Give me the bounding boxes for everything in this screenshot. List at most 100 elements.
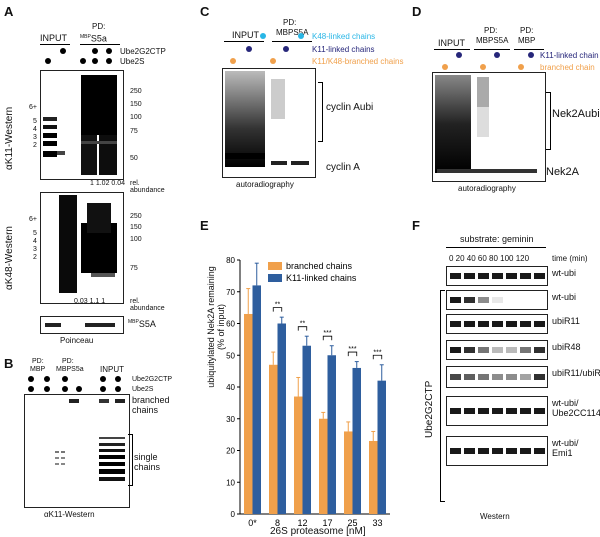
bar	[344, 431, 353, 514]
panel-f-row-label: wt-ubi	[552, 268, 577, 278]
dot-d2	[494, 52, 500, 58]
bar	[294, 396, 303, 514]
panel-d-caption: autoradiography	[458, 184, 516, 193]
y-tick-label: 40	[226, 383, 235, 392]
panel-b-chains1: chains	[132, 405, 159, 415]
panel-d-leg1: K11-linked chain	[540, 51, 599, 60]
dot-d6	[518, 64, 524, 70]
bar	[244, 313, 253, 514]
panel-b-pd1b: MBP	[30, 366, 46, 373]
panel-d-pd1: PD:	[484, 26, 498, 35]
blot-a-k48	[40, 192, 124, 304]
dot-a3	[106, 48, 112, 54]
dot-c6	[270, 58, 276, 64]
panel-c-pd-bait: MBPS5A	[276, 28, 309, 37]
panel-b-single: single	[134, 452, 158, 462]
panel-f-blot-row	[446, 266, 548, 286]
significance-bracket	[297, 326, 308, 331]
panel-label-f: F	[412, 218, 420, 233]
y-tick-label: 0	[231, 510, 236, 519]
panel-b-branched: branched	[132, 395, 170, 405]
dot-a7	[106, 58, 112, 64]
bar	[302, 345, 311, 514]
y-tick-label: 60	[226, 320, 235, 329]
bar	[252, 285, 261, 514]
y-tick-label: 70	[226, 288, 235, 297]
panel-f-blot-row	[446, 340, 548, 360]
ladder-a2-4: 4	[33, 238, 37, 245]
legend-label: branched chains	[286, 261, 353, 271]
ladder-a-6: 6+	[29, 104, 37, 111]
x-tick-label: 8	[275, 518, 280, 528]
axis-label-a-k48: αK48-Western	[4, 226, 15, 290]
dot-d3	[528, 52, 534, 58]
bar	[369, 440, 378, 514]
mw-a2-150: 150	[130, 224, 142, 231]
panel-a-pd-label: PD:	[92, 22, 106, 31]
panel-f-row-label: wt-ubi	[552, 292, 577, 302]
panel-c-caption: autoradiography	[236, 180, 294, 189]
dot-c1	[260, 33, 266, 39]
x-tick-label: 0*	[248, 518, 257, 528]
abundance-a2-word: abundance	[130, 305, 165, 312]
panel-f-row-label: wt-ubi/ Ube2CC114S	[552, 398, 600, 418]
panel-a-row1: Ube2G2CTP	[120, 47, 166, 56]
panel-f-time-label: time (min)	[552, 254, 588, 263]
panel-f-blot-row	[446, 366, 548, 388]
panel-label-c: C	[200, 4, 210, 19]
significance-bracket	[322, 335, 333, 341]
panel-d-pd1b: MBPS5A	[476, 36, 509, 45]
panel-f-row-label: wt-ubi/ Emi1	[552, 438, 579, 458]
ladder-a2-5: 5	[33, 230, 37, 237]
panel-f-enzyme: Ube2G2CTP	[424, 380, 435, 438]
ladder-a-2: 2	[33, 142, 37, 149]
panel-b-row2: Ube2S	[132, 386, 154, 393]
dot-d4	[442, 64, 448, 70]
dot-d5	[480, 64, 486, 70]
dot-a2	[92, 48, 98, 54]
legend-swatch	[268, 262, 282, 270]
ladder-a2-6: 6+	[29, 216, 37, 223]
x-tick-label: 12	[297, 518, 307, 528]
ladder-a2-3: 3	[33, 246, 37, 253]
blot-c	[222, 68, 316, 178]
dot-b10	[100, 386, 106, 392]
ponceau-label: Poinceau	[60, 336, 94, 345]
chart-e: 0 10 20 30 40 50 60 70 80 0* 8 ** 12 ** 17 *** 25 *** 33 **…	[226, 256, 390, 528]
panel-d-leg2: branched chain	[540, 63, 595, 72]
panel-b-pd2b: MBPS5a	[56, 366, 84, 373]
y-tick-label: 50	[226, 351, 235, 360]
panel-f-substrate: substrate: geminin	[460, 234, 534, 244]
panel-label-b: B	[4, 356, 14, 371]
bar	[377, 380, 386, 514]
y-tick-label: 30	[226, 415, 235, 424]
panel-b-pd1: PD:	[32, 358, 44, 365]
axis-label-a-k11: αK11-Western	[4, 106, 15, 170]
x-tick-label: 17	[322, 518, 332, 528]
dot-b2	[44, 376, 50, 382]
panel-f-blot-row	[446, 396, 548, 426]
abundance-a-bottom: 0.03 1.1 1	[74, 298, 106, 305]
panel-f-blot-row	[446, 314, 548, 334]
blot-b	[24, 394, 130, 508]
mw-a2-250: 250	[130, 213, 142, 220]
dot-d1	[456, 52, 462, 58]
dot-c4	[283, 46, 289, 52]
panel-a-input-label: INPUT	[40, 33, 67, 43]
chart-e-xlabel: 26S proteasome [nM]	[270, 526, 366, 537]
dot-b1	[28, 376, 34, 382]
significance-bracket	[347, 351, 358, 357]
dot-b4	[100, 376, 106, 382]
ladder-a-4: 4	[33, 126, 37, 133]
dot-a5	[80, 58, 86, 64]
abundance-a2-rel: rel.	[130, 298, 140, 305]
dot-b3	[62, 376, 68, 382]
panel-c-cyclin-ubi: cyclin Aubi	[326, 102, 374, 113]
x-tick-label: 33	[372, 518, 382, 528]
panel-b-pd2: PD:	[62, 358, 74, 365]
dot-b6	[28, 386, 34, 392]
dot-c3	[246, 46, 252, 52]
panel-f-row-label: ubiR48	[552, 342, 581, 352]
panel-c-input: INPUT	[232, 30, 259, 40]
dot-a1	[60, 48, 66, 54]
